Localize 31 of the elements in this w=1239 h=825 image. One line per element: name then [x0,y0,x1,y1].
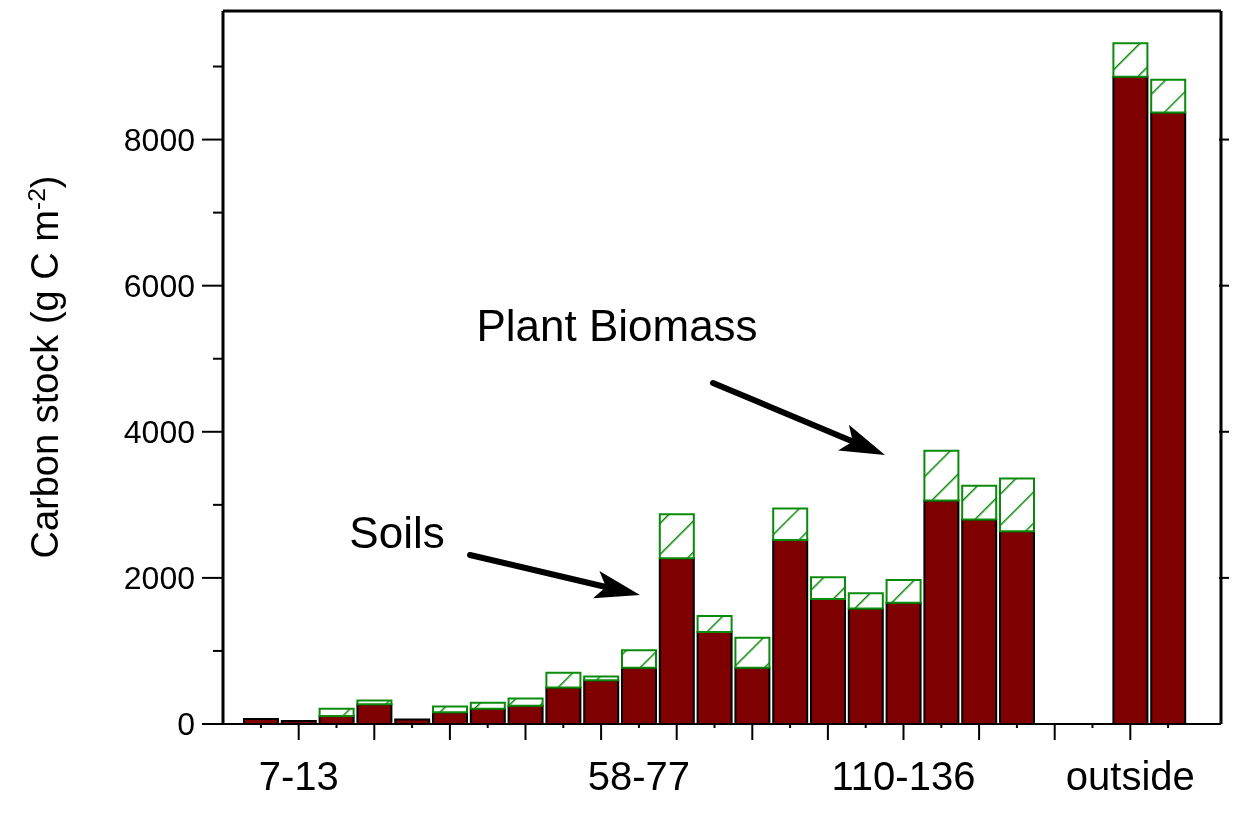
bar [507,697,544,707]
y-tick-label: 6000 [123,267,195,304]
y-tick-label: 8000 [123,121,195,158]
x-tick-label: 110-136 [831,754,976,798]
annotation: Soils [349,508,445,557]
x-tick-label: 58-77 [587,754,691,798]
bar [432,705,468,714]
bar [810,576,846,601]
bar [885,579,922,604]
x-tick-label: outside [1065,754,1195,798]
bar [696,614,733,633]
y-tick-label: 4000 [123,413,195,450]
bar [961,484,998,521]
y-tick-label: 2000 [123,559,195,596]
bar [469,701,506,710]
bar [734,636,771,669]
bar [545,671,582,689]
bar [318,707,355,717]
bar [1150,78,1187,114]
y-tick-label: 0 [177,706,195,742]
annotation: Plant Biomass [476,301,758,350]
bar [772,507,809,541]
bar [847,592,884,610]
x-tick-label: 7-13 [258,754,339,798]
bar [356,699,393,706]
bar [621,649,657,669]
bar [1112,42,1149,78]
bar [923,449,960,502]
bar [999,477,1035,533]
bar [583,675,620,682]
bar [658,513,695,560]
